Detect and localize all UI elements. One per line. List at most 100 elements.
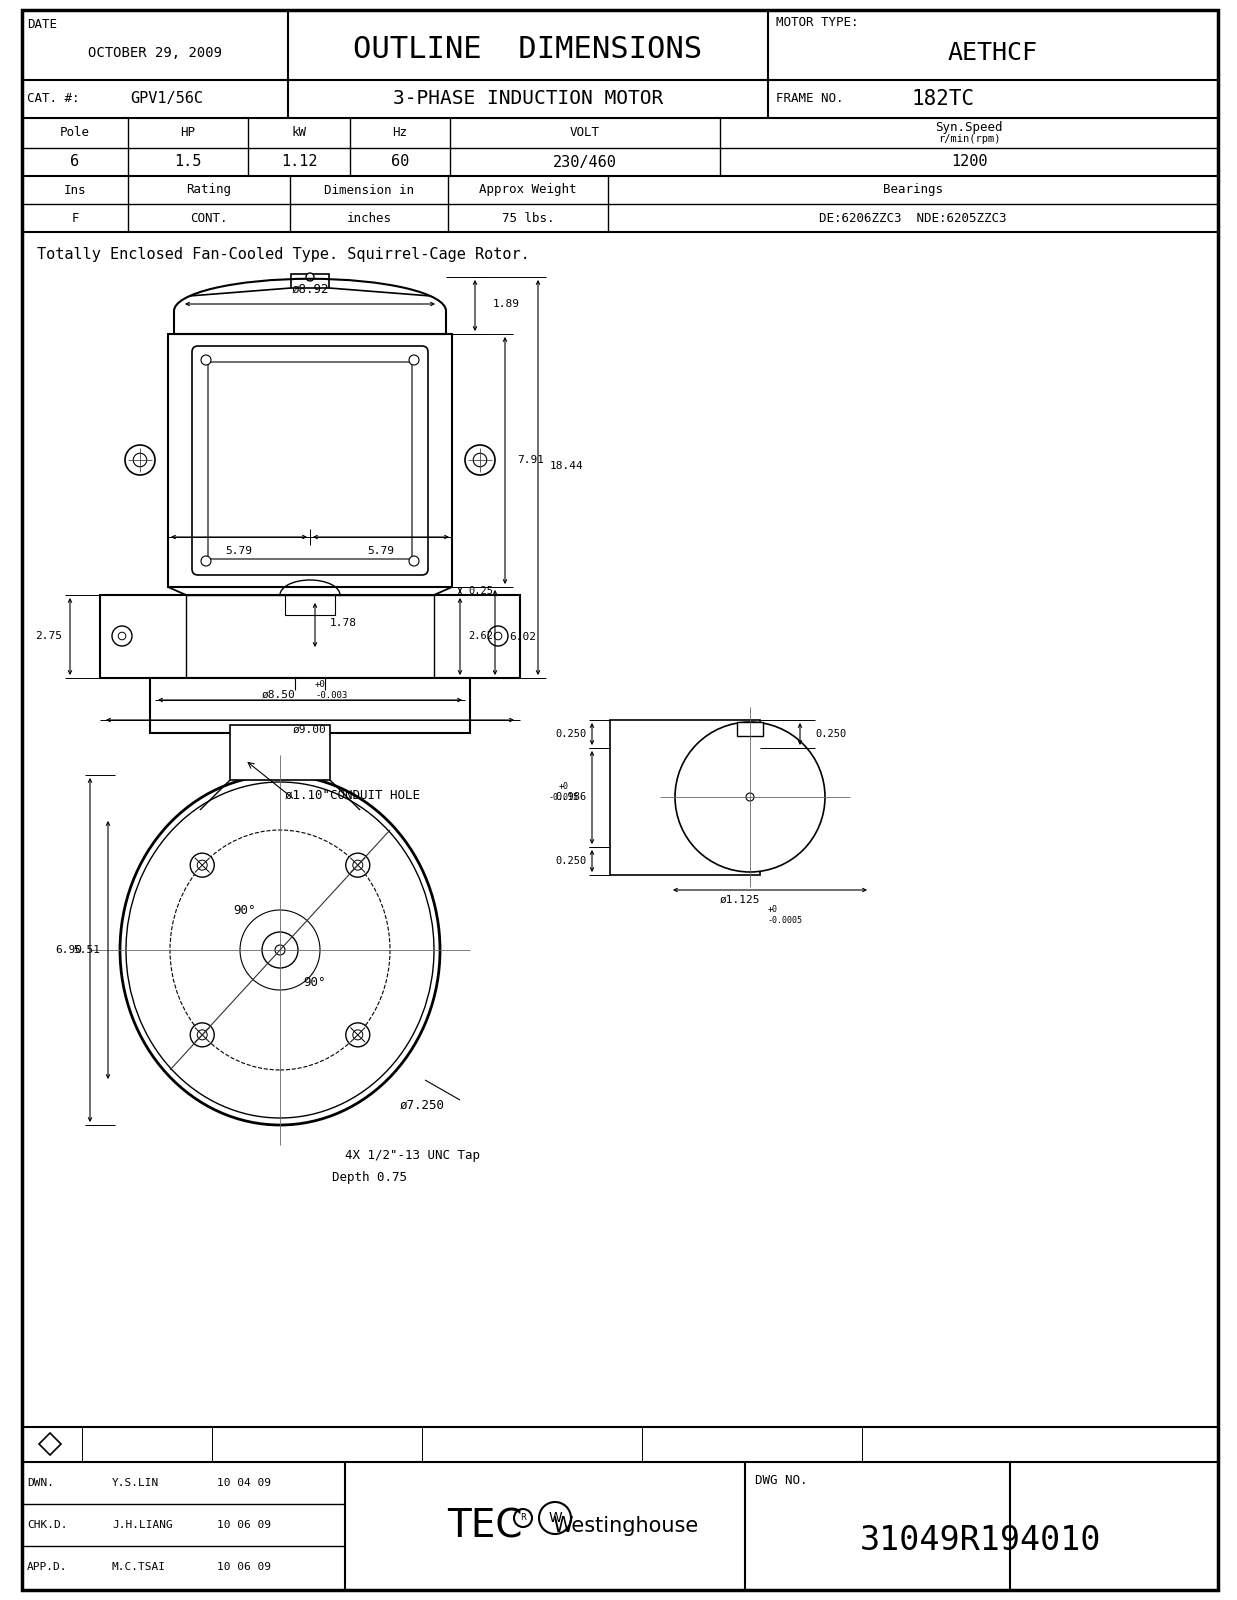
Text: 6: 6	[71, 155, 79, 170]
Text: 2.62: 2.62	[468, 630, 494, 642]
Text: +0
-0.003: +0 -0.003	[315, 680, 348, 699]
Circle shape	[200, 557, 212, 566]
Bar	[610, 720, 760, 875]
Text: Dimension in: Dimension in	[324, 184, 414, 197]
Text: ø8.50: ø8.50	[261, 690, 294, 701]
Text: CONT.: CONT.	[190, 211, 228, 224]
Bar	[150, 678, 470, 733]
Text: DWG NO.: DWG NO.	[755, 1474, 808, 1486]
Text: 6.02: 6.02	[508, 632, 536, 642]
Text: M.C.TSAI: M.C.TSAI	[113, 1562, 166, 1571]
Text: 0.25: 0.25	[468, 586, 494, 595]
Text: VOLT: VOLT	[570, 126, 600, 139]
Text: 182TC: 182TC	[912, 90, 975, 109]
Text: DWN.: DWN.	[27, 1478, 54, 1488]
Text: 1200: 1200	[951, 155, 987, 170]
Ellipse shape	[120, 774, 440, 1125]
Circle shape	[539, 1502, 571, 1534]
Text: 18.44: 18.44	[550, 461, 584, 470]
Circle shape	[489, 626, 508, 646]
Text: 4X 1/2"-13 UNC Tap: 4X 1/2"-13 UNC Tap	[345, 1149, 480, 1162]
Text: Approx Weight: Approx Weight	[479, 184, 576, 197]
Text: 1.12: 1.12	[281, 155, 317, 170]
Text: 31049R194010: 31049R194010	[860, 1525, 1102, 1557]
Circle shape	[113, 626, 132, 646]
Text: Westinghouse: Westinghouse	[552, 1517, 698, 1536]
Text: Y.S.LIN: Y.S.LIN	[113, 1478, 160, 1488]
Text: FRAME NO.: FRAME NO.	[776, 93, 844, 106]
Text: 60: 60	[391, 155, 409, 170]
Text: W: W	[548, 1510, 562, 1525]
Text: 0.986: 0.986	[555, 792, 588, 802]
Text: Syn.Speed: Syn.Speed	[935, 122, 1003, 134]
Circle shape	[119, 632, 126, 640]
Circle shape	[346, 853, 370, 877]
FancyBboxPatch shape	[208, 362, 412, 558]
Text: HP: HP	[181, 126, 195, 139]
Text: 90°: 90°	[304, 976, 327, 989]
Circle shape	[275, 946, 285, 955]
Circle shape	[495, 632, 502, 640]
Text: 6.90: 6.90	[54, 946, 82, 955]
Text: 90°: 90°	[234, 904, 256, 917]
Text: Rating: Rating	[187, 184, 231, 197]
Text: 0.250: 0.250	[555, 856, 588, 866]
Text: Pole: Pole	[61, 126, 90, 139]
Text: F: F	[72, 211, 79, 224]
Text: 5.79: 5.79	[367, 546, 395, 557]
Text: r/min(rpm): r/min(rpm)	[938, 134, 1001, 144]
Text: ø7.250: ø7.250	[400, 1099, 445, 1112]
Circle shape	[306, 274, 314, 282]
Bar	[168, 334, 452, 587]
Text: 0.250: 0.250	[815, 730, 846, 739]
Circle shape	[675, 722, 825, 872]
Text: GPV1/56C: GPV1/56C	[130, 91, 204, 107]
Text: Ins: Ins	[64, 184, 87, 197]
Text: APP.D.: APP.D.	[27, 1562, 68, 1571]
Text: AETHCF: AETHCF	[948, 42, 1038, 66]
Text: TEC: TEC	[448, 1507, 523, 1546]
Circle shape	[190, 1022, 214, 1046]
Circle shape	[134, 453, 147, 467]
Circle shape	[465, 445, 495, 475]
Text: 1.78: 1.78	[330, 618, 357, 627]
Text: DE:6206ZZC3  NDE:6205ZZC3: DE:6206ZZC3 NDE:6205ZZC3	[819, 211, 1007, 224]
Text: 7.91: 7.91	[517, 454, 544, 466]
Text: Depth 0.75: Depth 0.75	[333, 1171, 407, 1184]
Text: 5.79: 5.79	[225, 546, 252, 557]
Text: 230/460: 230/460	[553, 155, 617, 170]
Text: +0
-0.0005: +0 -0.0005	[768, 906, 803, 925]
Circle shape	[746, 794, 755, 802]
Text: inches: inches	[346, 211, 391, 224]
Bar	[737, 722, 763, 736]
Text: Totally Enclosed Fan-Cooled Type. Squirrel-Cage Rotor.: Totally Enclosed Fan-Cooled Type. Squirr…	[37, 246, 529, 261]
Circle shape	[200, 355, 212, 365]
Text: kW: kW	[292, 126, 307, 139]
Text: ø8.92: ø8.92	[291, 283, 329, 296]
Circle shape	[125, 445, 155, 475]
Text: ø9.00: ø9.00	[293, 725, 327, 734]
Text: Bearings: Bearings	[883, 184, 943, 197]
Bar	[100, 595, 520, 678]
Text: MOTOR TYPE:: MOTOR TYPE:	[776, 16, 858, 29]
Text: OUTLINE  DIMENSIONS: OUTLINE DIMENSIONS	[354, 35, 703, 64]
Text: 10 04 09: 10 04 09	[216, 1478, 271, 1488]
Text: 2.75: 2.75	[35, 630, 62, 642]
Text: 3-PHASE INDUCTION MOTOR: 3-PHASE INDUCTION MOTOR	[393, 90, 663, 109]
Circle shape	[409, 355, 419, 365]
Circle shape	[346, 1022, 370, 1046]
FancyBboxPatch shape	[192, 346, 428, 574]
Text: ø1.125: ø1.125	[720, 894, 761, 906]
Circle shape	[262, 931, 298, 968]
Text: 10 06 09: 10 06 09	[216, 1520, 271, 1530]
Circle shape	[197, 861, 208, 870]
Circle shape	[515, 1509, 532, 1526]
Text: CAT. #:: CAT. #:	[27, 93, 79, 106]
Text: ø1.10"CONDUIT HOLE: ø1.10"CONDUIT HOLE	[285, 789, 421, 802]
Text: DATE: DATE	[27, 18, 57, 30]
Text: Hz: Hz	[392, 126, 407, 139]
Text: R: R	[520, 1514, 526, 1523]
Circle shape	[197, 1030, 208, 1040]
Bar	[285, 595, 335, 614]
Text: 1.89: 1.89	[494, 299, 520, 309]
